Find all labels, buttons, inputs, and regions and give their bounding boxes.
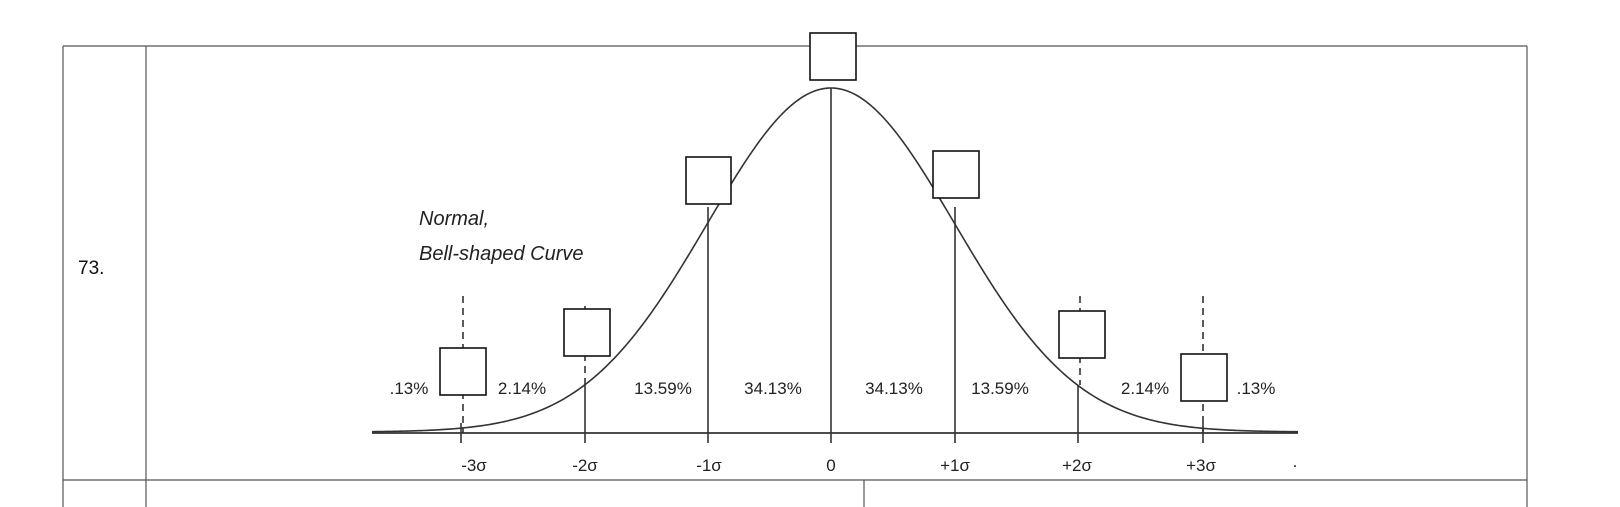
axis-label: 0 xyxy=(826,456,835,475)
answer-boxes[interactable] xyxy=(439,32,1228,402)
answer-box-minus-3-sigma[interactable] xyxy=(439,347,487,396)
percentage-labels: .13% 2.14% 13.59% 34.13% 34.13% 13.59% 2… xyxy=(390,379,1276,398)
axis-label: -1σ xyxy=(696,456,722,475)
sigma-axis-labels: -3σ -2σ -1σ 0 +1σ +2σ +3σ . xyxy=(461,452,1297,475)
pct-label: 13.59% xyxy=(634,379,692,398)
axis-label: . xyxy=(1293,452,1298,471)
answer-box-minus-1-sigma[interactable] xyxy=(685,156,732,205)
answer-box-plus-3-sigma[interactable] xyxy=(1180,353,1228,402)
pct-label: 34.13% xyxy=(865,379,923,398)
pct-label: .13% xyxy=(1237,379,1276,398)
pct-label: 34.13% xyxy=(744,379,802,398)
answer-box-plus-1-sigma[interactable] xyxy=(932,150,980,199)
answer-box-mean[interactable] xyxy=(809,32,857,81)
answer-box-plus-2-sigma[interactable] xyxy=(1058,310,1106,359)
axis-label: +2σ xyxy=(1062,456,1092,475)
axis-label: -2σ xyxy=(572,456,598,475)
axis-label: -3σ xyxy=(461,456,487,475)
question-number: 73. xyxy=(78,258,105,279)
axis-label: +1σ xyxy=(940,456,970,475)
pct-label: 2.14% xyxy=(1121,379,1169,398)
diagram-caption-line2: Bell-shaped Curve xyxy=(419,243,584,265)
pct-label: 13.59% xyxy=(971,379,1029,398)
answer-box-minus-2-sigma[interactable] xyxy=(563,308,611,357)
table-borders xyxy=(62,45,1528,507)
pct-label: 2.14% xyxy=(498,379,546,398)
bell-curve xyxy=(371,87,1299,433)
pct-label: .13% xyxy=(390,379,429,398)
diagram-caption-line1: Normal, xyxy=(419,208,489,230)
axis-label: +3σ xyxy=(1186,456,1216,475)
